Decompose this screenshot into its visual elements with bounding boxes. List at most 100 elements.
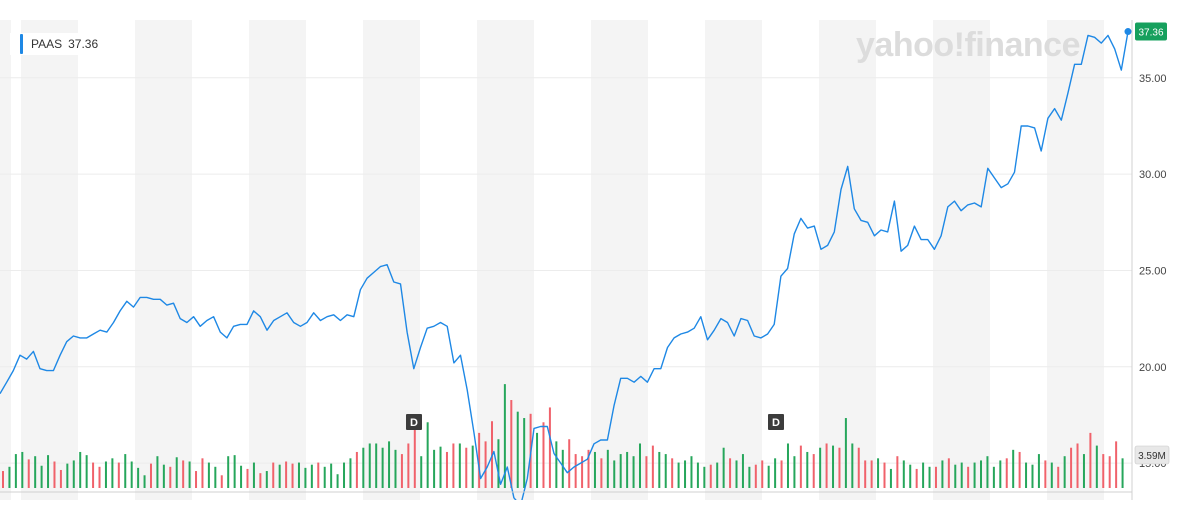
volume-bar xyxy=(1070,447,1073,488)
volume-bar xyxy=(323,466,326,488)
column-band xyxy=(933,20,990,500)
volume-bar xyxy=(658,451,661,488)
volume-bar xyxy=(1115,441,1118,488)
volume-bar xyxy=(973,462,976,488)
volume-bar xyxy=(832,445,835,488)
column-band xyxy=(591,20,648,500)
volume-bar xyxy=(992,466,995,488)
volume-bar xyxy=(59,469,62,488)
volume-bar xyxy=(400,454,403,488)
volume-bar xyxy=(426,422,429,488)
volume-bar xyxy=(439,446,442,488)
volume-bar xyxy=(664,454,667,488)
dividend-marker: D xyxy=(406,414,422,430)
volume-bar xyxy=(812,454,815,488)
volume-bar xyxy=(297,462,300,488)
volume-bar xyxy=(310,464,313,488)
volume-bar xyxy=(40,465,43,488)
volume-bar xyxy=(375,443,378,488)
volume-bar xyxy=(626,451,629,488)
volume-bar xyxy=(1057,466,1060,488)
volume-bar xyxy=(478,432,481,488)
volume-bar xyxy=(34,456,37,488)
volume-bar xyxy=(207,462,210,488)
legend[interactable]: PAAS 37.36 xyxy=(10,33,107,55)
volume-bar xyxy=(555,441,558,488)
volume-bar xyxy=(581,456,584,488)
volume-bar xyxy=(671,458,674,488)
volume-bar xyxy=(8,466,11,488)
volume-bar xyxy=(947,458,950,488)
volume-bar xyxy=(124,454,127,488)
volume-bar xyxy=(574,454,577,488)
volume-bar xyxy=(909,464,912,488)
volume-bar xyxy=(278,464,281,488)
y-tick-label: 25.00 xyxy=(1139,265,1167,277)
volume-bar xyxy=(1082,454,1085,488)
volume-bar xyxy=(1050,462,1053,488)
column-band xyxy=(21,20,78,500)
y-tick-label: 20.00 xyxy=(1139,362,1167,374)
dividend-marker-label: D xyxy=(410,417,418,429)
volume-bar xyxy=(896,456,899,488)
volume-bar xyxy=(722,447,725,488)
volume-bar xyxy=(240,465,243,488)
volume-bar xyxy=(613,460,616,488)
volume-bar xyxy=(252,462,255,488)
last-volume-badge-text: 3.59M xyxy=(1138,451,1166,462)
legend-price: 37.36 xyxy=(68,37,99,51)
volume-bar xyxy=(2,471,4,488)
last-price-badge: 37.36 xyxy=(1135,22,1167,41)
column-bands xyxy=(0,20,1104,500)
volume-bar xyxy=(941,460,944,488)
volume-bar xyxy=(967,466,970,488)
volume-bar xyxy=(285,461,288,488)
volume-bar xyxy=(870,460,873,488)
last-price-badge-text: 37.36 xyxy=(1138,28,1163,39)
volume-bar xyxy=(272,462,275,488)
volume-bar xyxy=(195,471,198,488)
volume-bar xyxy=(793,456,796,488)
legend-symbol: PAAS xyxy=(31,37,63,51)
volume-bar xyxy=(864,460,867,488)
volume-bar xyxy=(1108,456,1111,488)
column-band xyxy=(1047,20,1104,500)
volume-bar xyxy=(85,455,88,488)
volume-bar xyxy=(368,443,371,488)
volume-bar xyxy=(780,460,783,488)
volume-bar xyxy=(201,458,204,488)
volume-bar xyxy=(355,451,358,488)
volume-bar xyxy=(651,445,654,488)
legend-swatch xyxy=(20,34,23,54)
volume-bar xyxy=(548,407,551,488)
volume-bar xyxy=(516,411,519,488)
volume-bar xyxy=(381,447,384,488)
volume-bar xyxy=(343,462,346,488)
volume-bar xyxy=(220,475,223,488)
volume-bar xyxy=(452,443,455,488)
volume-bar xyxy=(503,384,506,488)
volume-bars xyxy=(2,384,1124,488)
volume-bar xyxy=(233,455,236,488)
volume-bar xyxy=(819,447,822,488)
last-price-dot xyxy=(1124,28,1132,36)
volume-bar xyxy=(735,460,738,488)
volume-bar xyxy=(741,454,744,488)
volume-bar xyxy=(825,443,828,488)
volume-bar xyxy=(27,459,30,488)
volume-bar xyxy=(227,456,230,488)
column-band xyxy=(249,20,306,500)
volume-bar xyxy=(838,447,841,488)
volume-bar xyxy=(413,429,416,488)
volume-bar xyxy=(117,462,120,488)
volume-bar xyxy=(420,456,423,488)
volume-bar xyxy=(188,461,191,488)
volume-bar xyxy=(79,451,82,488)
volume-bar xyxy=(857,447,860,488)
volume-bar xyxy=(786,443,789,488)
volume-bar xyxy=(754,464,757,488)
dividend-marker: D xyxy=(768,414,784,430)
volume-bar xyxy=(1121,458,1124,488)
